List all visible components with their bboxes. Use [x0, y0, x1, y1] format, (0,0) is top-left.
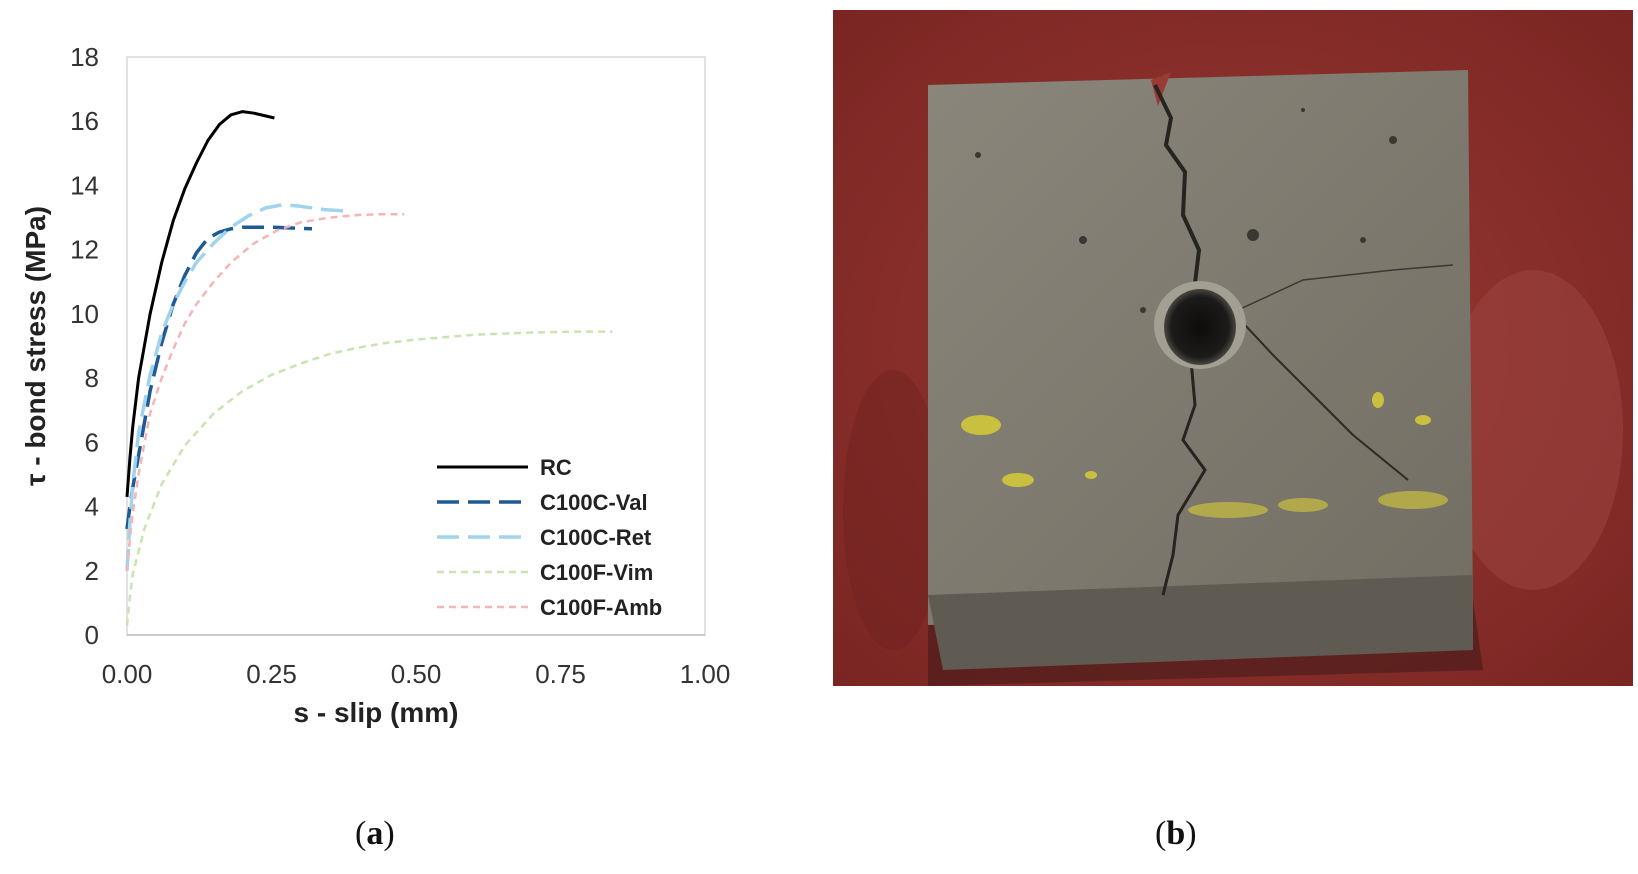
main-crack-bottom	[1161, 359, 1207, 596]
y-tick-label: 14	[70, 170, 99, 200]
caption-b: (b)	[1155, 815, 1197, 852]
floor-stain	[1443, 270, 1623, 590]
x-tick-label: 0.25	[246, 659, 297, 689]
y-tick-label: 2	[85, 556, 99, 586]
series-lines	[125, 110, 613, 626]
legend-label-c100c-ret: C100C-Ret	[540, 525, 652, 550]
y-tick-label: 12	[70, 235, 99, 265]
series-line-c100c-val	[125, 225, 313, 530]
series-line-rc	[125, 110, 275, 498]
fine-crack	[1237, 264, 1454, 311]
diagonal-crack	[1230, 309, 1409, 481]
concrete-specimen-photo	[833, 10, 1633, 686]
x-axis-title: s - slip (mm)	[294, 697, 459, 728]
main-crack-top	[1153, 84, 1202, 301]
floor-stain-2	[843, 370, 943, 650]
y-tick-label: 16	[70, 106, 99, 136]
y-tick-label: 4	[85, 492, 99, 522]
x-tick-label: 0.50	[391, 659, 442, 689]
bond-slip-chart: 0 2 4 6 8 10 12 14 16 18 0.00 0.25 0.50 0.75 1.00 s -…	[20, 42, 731, 728]
legend-label-c100c-val: C100C-Val	[540, 490, 648, 515]
cube-bottom-edge	[928, 575, 1473, 670]
rebar-hole	[1164, 289, 1236, 365]
x-tick-label: 0.00	[102, 659, 153, 689]
x-axis-ticks: 0.00 0.25 0.50 0.75 1.00	[102, 659, 731, 689]
yellow-paint-marks	[961, 392, 1448, 518]
legend-label-c100f-amb: C100F-Amb	[540, 595, 662, 620]
series-line-c100f-vim	[125, 330, 613, 626]
plot-area	[126, 56, 706, 636]
series-line-c100f-amb	[125, 213, 405, 571]
legend-label-rc: RC	[540, 455, 572, 480]
y-axis-title: τ - bond stress (MPa)	[20, 206, 51, 486]
y-tick-label: 8	[85, 363, 99, 393]
legend-label-c100f-vim: C100F-Vim	[540, 560, 653, 585]
x-tick-label: 0.75	[535, 659, 586, 689]
surface-pores	[975, 108, 1397, 313]
x-tick-label: 1.00	[680, 659, 731, 689]
legend: RC C100C-Val C100C-Ret C100F-Vim C100F-Amb	[437, 455, 662, 620]
y-tick-label: 10	[70, 299, 99, 329]
y-axis-ticks: 0 2 4 6 8 10 12 14 16 18	[70, 42, 99, 650]
series-line-c100c-ret	[125, 202, 347, 571]
y-tick-label: 0	[85, 620, 99, 650]
y-tick-label: 18	[70, 42, 99, 72]
chipped-corner	[1151, 72, 1171, 106]
caption-a: (a)	[355, 815, 395, 852]
y-tick-label: 6	[85, 427, 99, 457]
